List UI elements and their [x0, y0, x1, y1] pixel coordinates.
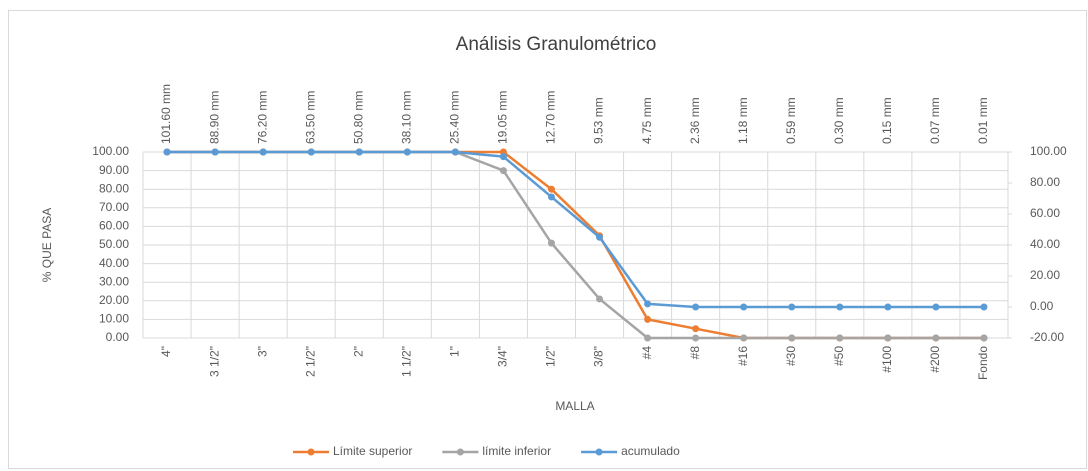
y-tick-label: 40.00: [99, 256, 129, 270]
data-point: [307, 148, 315, 156]
series-line: [167, 150, 984, 309]
chart-title: Análisis Granulométrico: [456, 34, 657, 55]
x2-tick-label: 4.75 mm: [640, 97, 654, 144]
x2-tick-label: 1.18 mm: [736, 97, 750, 144]
x-tick-label: 3/8": [592, 346, 606, 367]
legend-marker: [307, 448, 315, 456]
data-point: [403, 148, 411, 156]
x-tick-label: #50: [832, 346, 846, 366]
data-point: [980, 334, 988, 342]
data-point: [451, 148, 459, 156]
legend-marker: [456, 448, 464, 456]
x2-tick-label: 19.05 mm: [496, 91, 510, 144]
x-tick-label: 4": [159, 346, 173, 357]
x-tick-label: #30: [784, 346, 798, 366]
x-tick-label: 3": [255, 346, 269, 357]
data-point: [740, 303, 748, 311]
x-tick-label: 1/2": [544, 346, 558, 367]
x2-tick-label: 50.80 mm: [351, 91, 365, 144]
data-point: [788, 334, 796, 342]
x2-tick-label: 76.20 mm: [255, 91, 269, 144]
y2-tick-label: 20.00: [1030, 268, 1060, 282]
x-axis-label: MALLA: [555, 399, 594, 413]
x2-tick-label: 38.10 mm: [399, 91, 413, 144]
y2-tick-label: 100.00: [1030, 144, 1067, 158]
data-point: [980, 303, 988, 311]
x-tick-label: 1 1/2": [399, 346, 413, 377]
data-point: [644, 334, 652, 342]
x-tick-label: 2": [351, 346, 365, 357]
x-tick-label: 2 1/2": [303, 346, 317, 377]
data-point: [163, 148, 171, 156]
legend-label: límite inferior: [482, 444, 551, 458]
data-point: [644, 300, 652, 308]
x2-tick-label: 25.40 mm: [448, 91, 462, 144]
data-point: [932, 334, 940, 342]
data-point: [692, 303, 700, 311]
y-tick-label: 80.00: [99, 181, 129, 195]
x2-tick-label: 0.15 mm: [880, 97, 894, 144]
x2-tick-label: 101.60 mm: [159, 84, 173, 144]
x2-tick-label: 0.30 mm: [832, 97, 846, 144]
y-tick-label: 60.00: [99, 219, 129, 233]
x2-tick-label: 0.07 mm: [928, 97, 942, 144]
chart-border: [8, 10, 1087, 469]
y2-tick-label: -20.00: [1030, 330, 1064, 344]
x2-tick-label: 88.90 mm: [207, 91, 221, 144]
x-tick-label: 3/4": [496, 346, 510, 367]
y2-tick-label: 0.00: [1030, 299, 1054, 313]
x-tick-label: #16: [736, 346, 750, 366]
x-tick-label: 1": [448, 346, 462, 357]
y-tick-label: 70.00: [99, 200, 129, 214]
data-point: [692, 334, 700, 342]
y-tick-label: 0.00: [106, 330, 130, 344]
y-axis-label: % QUE PASA: [40, 208, 54, 282]
y2-tick-label: 60.00: [1030, 206, 1060, 220]
x2-tick-label: 2.36 mm: [688, 97, 702, 144]
y-tick-label: 20.00: [99, 293, 129, 307]
y-tick-label: 30.00: [99, 274, 129, 288]
x2-tick-label: 0.01 mm: [976, 97, 990, 144]
x-tick-label: #200: [928, 346, 942, 373]
x2-tick-label: 0.59 mm: [784, 97, 798, 144]
data-point: [259, 148, 267, 156]
data-point: [932, 303, 940, 311]
x2-tick-label: 12.70 mm: [544, 91, 558, 144]
legend-label: Límite superior: [333, 444, 412, 458]
x-tick-label: Fondo: [976, 346, 990, 380]
y-tick-label: 90.00: [99, 163, 129, 177]
data-point: [596, 233, 604, 241]
legend-marker: [595, 448, 603, 456]
x-tick-label: 3 1/2": [207, 346, 221, 377]
data-point: [596, 295, 604, 303]
data-point: [836, 334, 844, 342]
data-point: [884, 303, 892, 311]
x2-tick-label: 9.53 mm: [592, 97, 606, 144]
x-tick-label: #8: [688, 346, 702, 360]
data-point: [355, 148, 363, 156]
data-point: [547, 193, 555, 201]
y-tick-label: 100.00: [92, 144, 129, 158]
x-tick-label: #100: [880, 346, 894, 373]
y2-tick-label: 40.00: [1030, 237, 1060, 251]
legend-label: acumulado: [621, 444, 680, 458]
y-tick-label: 50.00: [99, 237, 129, 251]
data-point: [644, 315, 652, 323]
x-tick-label: #4: [640, 346, 654, 360]
x2-tick-label: 63.50 mm: [303, 91, 317, 144]
data-point: [884, 334, 892, 342]
data-point: [499, 167, 507, 175]
data-point: [547, 185, 555, 193]
data-point: [211, 148, 219, 156]
data-point: [499, 153, 507, 161]
y2-tick-label: 80.00: [1030, 175, 1060, 189]
y-tick-label: 10.00: [99, 312, 129, 326]
data-point: [547, 239, 555, 247]
data-point: [836, 303, 844, 311]
data-point: [692, 325, 700, 333]
data-point: [788, 303, 796, 311]
data-point: [740, 334, 748, 342]
